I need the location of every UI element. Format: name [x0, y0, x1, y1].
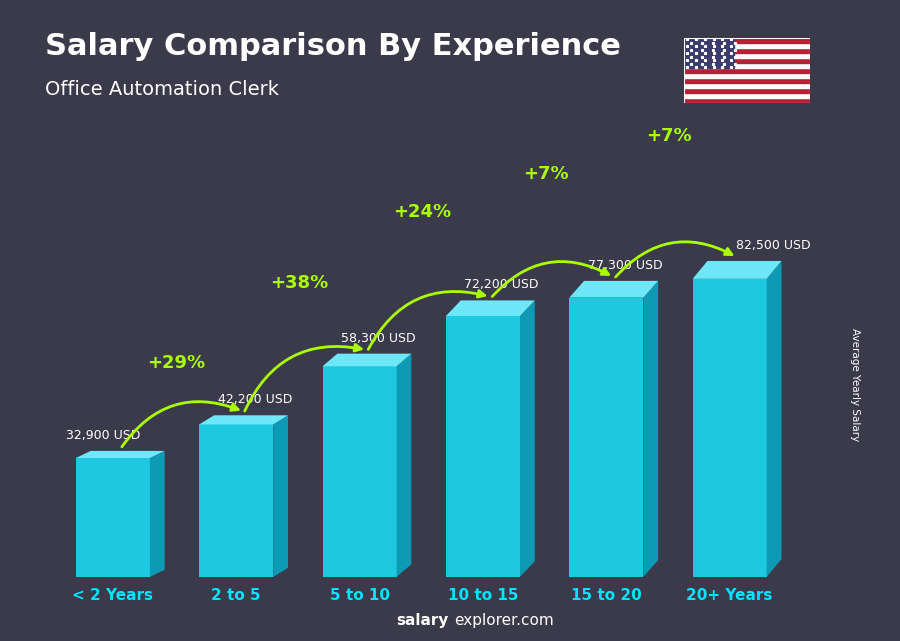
Polygon shape	[446, 301, 535, 316]
Bar	[684, 38, 810, 44]
Polygon shape	[76, 458, 150, 577]
Polygon shape	[693, 261, 781, 279]
Bar	[684, 68, 810, 73]
Bar	[684, 78, 810, 83]
Text: 42,200 USD: 42,200 USD	[218, 394, 292, 406]
Text: 72,200 USD: 72,200 USD	[464, 278, 539, 292]
Polygon shape	[150, 451, 165, 577]
Text: Salary Comparison By Experience: Salary Comparison By Experience	[45, 32, 621, 61]
Polygon shape	[397, 354, 411, 577]
Polygon shape	[520, 301, 535, 577]
Text: salary: salary	[396, 613, 448, 628]
Text: explorer.com: explorer.com	[454, 613, 554, 628]
Text: 77,300 USD: 77,300 USD	[588, 259, 662, 272]
Bar	[684, 88, 810, 93]
Text: 58,300 USD: 58,300 USD	[341, 331, 416, 345]
Text: Office Automation Clerk: Office Automation Clerk	[45, 80, 279, 99]
Text: +7%: +7%	[646, 128, 692, 146]
Bar	[684, 73, 810, 78]
Bar	[684, 97, 810, 103]
Bar	[684, 63, 810, 68]
Bar	[684, 44, 810, 48]
Polygon shape	[322, 366, 397, 577]
Text: +24%: +24%	[393, 203, 452, 221]
Bar	[684, 58, 810, 63]
Bar	[684, 38, 734, 68]
Bar	[684, 83, 810, 88]
Text: Average Yearly Salary: Average Yearly Salary	[850, 328, 860, 441]
Polygon shape	[446, 316, 520, 577]
Polygon shape	[570, 281, 658, 297]
Bar	[684, 93, 810, 97]
Polygon shape	[693, 279, 767, 577]
Polygon shape	[199, 415, 288, 424]
Polygon shape	[644, 281, 658, 577]
Text: +29%: +29%	[147, 354, 205, 372]
Polygon shape	[76, 451, 165, 458]
Text: +38%: +38%	[270, 274, 328, 292]
Polygon shape	[199, 424, 274, 577]
Bar	[684, 48, 810, 53]
Polygon shape	[322, 354, 411, 366]
Polygon shape	[274, 415, 288, 577]
Bar	[684, 53, 810, 58]
Polygon shape	[570, 297, 644, 577]
Text: 82,500 USD: 82,500 USD	[736, 239, 811, 252]
Polygon shape	[767, 261, 781, 577]
Text: 32,900 USD: 32,900 USD	[66, 429, 140, 442]
Text: +7%: +7%	[523, 165, 569, 183]
